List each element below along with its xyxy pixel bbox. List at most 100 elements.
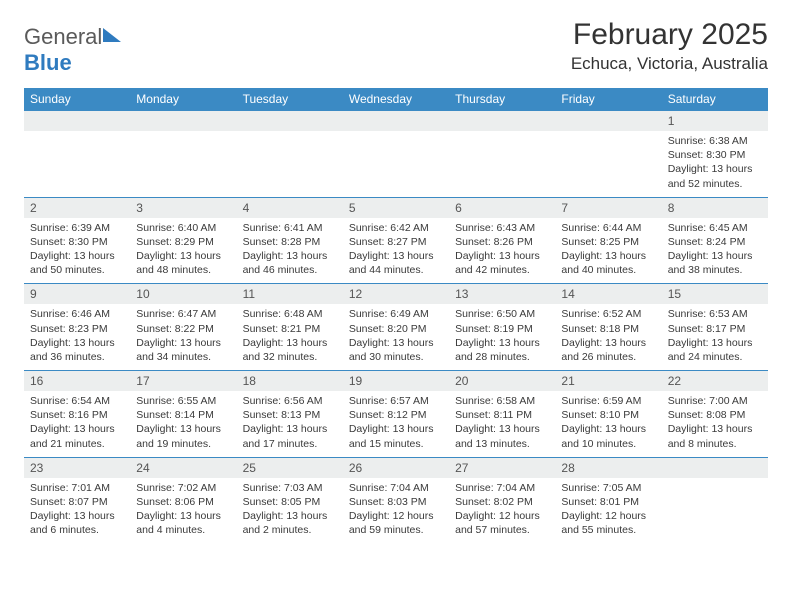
day-body: Sunrise: 6:57 AMSunset: 8:12 PMDaylight:… xyxy=(343,391,449,457)
day-body-empty xyxy=(130,131,236,189)
day-number: 11 xyxy=(237,284,343,304)
day-number: 15 xyxy=(662,284,768,304)
day-body: Sunrise: 6:59 AMSunset: 8:10 PMDaylight:… xyxy=(555,391,661,457)
day-number: 12 xyxy=(343,284,449,304)
day-body: Sunrise: 6:38 AMSunset: 8:30 PMDaylight:… xyxy=(662,131,768,197)
day-body: Sunrise: 6:53 AMSunset: 8:17 PMDaylight:… xyxy=(662,304,768,370)
day-number: 21 xyxy=(555,371,661,391)
day-body: Sunrise: 6:44 AMSunset: 8:25 PMDaylight:… xyxy=(555,218,661,284)
day-number: 2 xyxy=(24,198,130,218)
calendar-cell: 21Sunrise: 6:59 AMSunset: 8:10 PMDayligh… xyxy=(555,371,661,458)
day-number: 26 xyxy=(343,458,449,478)
calendar-cell: 16Sunrise: 6:54 AMSunset: 8:16 PMDayligh… xyxy=(24,371,130,458)
month-title: February 2025 xyxy=(571,18,768,52)
day-body: Sunrise: 6:55 AMSunset: 8:14 PMDaylight:… xyxy=(130,391,236,457)
day-number: 8 xyxy=(662,198,768,218)
calendar-week-row: 1Sunrise: 6:38 AMSunset: 8:30 PMDaylight… xyxy=(24,111,768,198)
calendar-cell: 5Sunrise: 6:42 AMSunset: 8:27 PMDaylight… xyxy=(343,197,449,284)
day-body: Sunrise: 6:45 AMSunset: 8:24 PMDaylight:… xyxy=(662,218,768,284)
day-number: 7 xyxy=(555,198,661,218)
calendar-cell: 18Sunrise: 6:56 AMSunset: 8:13 PMDayligh… xyxy=(237,371,343,458)
day-number: 3 xyxy=(130,198,236,218)
day-body: Sunrise: 6:49 AMSunset: 8:20 PMDaylight:… xyxy=(343,304,449,370)
weekday-header: Friday xyxy=(555,88,661,111)
day-body: Sunrise: 6:43 AMSunset: 8:26 PMDaylight:… xyxy=(449,218,555,284)
brand-part2: Blue xyxy=(24,50,72,75)
weekday-header: Monday xyxy=(130,88,236,111)
title-block: February 2025 Echuca, Victoria, Australi… xyxy=(571,18,768,74)
day-body: Sunrise: 6:58 AMSunset: 8:11 PMDaylight:… xyxy=(449,391,555,457)
day-number: 5 xyxy=(343,198,449,218)
day-number: 4 xyxy=(237,198,343,218)
calendar-week-row: 9Sunrise: 6:46 AMSunset: 8:23 PMDaylight… xyxy=(24,284,768,371)
calendar-cell: 19Sunrise: 6:57 AMSunset: 8:12 PMDayligh… xyxy=(343,371,449,458)
calendar-cell: 20Sunrise: 6:58 AMSunset: 8:11 PMDayligh… xyxy=(449,371,555,458)
calendar-week-row: 23Sunrise: 7:01 AMSunset: 8:07 PMDayligh… xyxy=(24,457,768,543)
day-number-empty xyxy=(343,111,449,131)
calendar-cell: 22Sunrise: 7:00 AMSunset: 8:08 PMDayligh… xyxy=(662,371,768,458)
day-number: 27 xyxy=(449,458,555,478)
weekday-header: Thursday xyxy=(449,88,555,111)
day-number-empty xyxy=(449,111,555,131)
calendar-cell xyxy=(130,111,236,198)
calendar-table: SundayMondayTuesdayWednesdayThursdayFrid… xyxy=(24,88,768,543)
day-number: 13 xyxy=(449,284,555,304)
day-number: 1 xyxy=(662,111,768,131)
weekday-header: Sunday xyxy=(24,88,130,111)
day-number-empty xyxy=(237,111,343,131)
calendar-cell xyxy=(24,111,130,198)
day-body: Sunrise: 6:41 AMSunset: 8:28 PMDaylight:… xyxy=(237,218,343,284)
day-number: 18 xyxy=(237,371,343,391)
calendar-header-row: SundayMondayTuesdayWednesdayThursdayFrid… xyxy=(24,88,768,111)
day-number-empty xyxy=(24,111,130,131)
calendar-cell: 26Sunrise: 7:04 AMSunset: 8:03 PMDayligh… xyxy=(343,457,449,543)
weekday-header: Saturday xyxy=(662,88,768,111)
day-body: Sunrise: 6:56 AMSunset: 8:13 PMDaylight:… xyxy=(237,391,343,457)
day-number: 6 xyxy=(449,198,555,218)
brand-logo: General Blue xyxy=(24,24,121,76)
calendar-week-row: 2Sunrise: 6:39 AMSunset: 8:30 PMDaylight… xyxy=(24,197,768,284)
weekday-header: Wednesday xyxy=(343,88,449,111)
calendar-cell: 24Sunrise: 7:02 AMSunset: 8:06 PMDayligh… xyxy=(130,457,236,543)
day-number-empty xyxy=(555,111,661,131)
calendar-cell: 14Sunrise: 6:52 AMSunset: 8:18 PMDayligh… xyxy=(555,284,661,371)
calendar-cell: 27Sunrise: 7:04 AMSunset: 8:02 PMDayligh… xyxy=(449,457,555,543)
day-body: Sunrise: 7:01 AMSunset: 8:07 PMDaylight:… xyxy=(24,478,130,544)
calendar-cell: 28Sunrise: 7:05 AMSunset: 8:01 PMDayligh… xyxy=(555,457,661,543)
day-body: Sunrise: 7:04 AMSunset: 8:02 PMDaylight:… xyxy=(449,478,555,544)
calendar-cell: 23Sunrise: 7:01 AMSunset: 8:07 PMDayligh… xyxy=(24,457,130,543)
logo-triangle-icon xyxy=(103,28,121,42)
day-number: 9 xyxy=(24,284,130,304)
day-body-empty xyxy=(24,131,130,189)
calendar-cell xyxy=(449,111,555,198)
calendar-cell xyxy=(555,111,661,198)
day-number: 20 xyxy=(449,371,555,391)
calendar-cell: 2Sunrise: 6:39 AMSunset: 8:30 PMDaylight… xyxy=(24,197,130,284)
day-body: Sunrise: 6:54 AMSunset: 8:16 PMDaylight:… xyxy=(24,391,130,457)
day-number: 23 xyxy=(24,458,130,478)
day-body: Sunrise: 7:03 AMSunset: 8:05 PMDaylight:… xyxy=(237,478,343,544)
day-body: Sunrise: 6:40 AMSunset: 8:29 PMDaylight:… xyxy=(130,218,236,284)
day-number: 19 xyxy=(343,371,449,391)
calendar-cell: 9Sunrise: 6:46 AMSunset: 8:23 PMDaylight… xyxy=(24,284,130,371)
calendar-cell xyxy=(343,111,449,198)
day-body-empty xyxy=(343,131,449,189)
calendar-week-row: 16Sunrise: 6:54 AMSunset: 8:16 PMDayligh… xyxy=(24,371,768,458)
calendar-cell: 3Sunrise: 6:40 AMSunset: 8:29 PMDaylight… xyxy=(130,197,236,284)
calendar-cell xyxy=(662,457,768,543)
day-number: 16 xyxy=(24,371,130,391)
day-body: Sunrise: 6:39 AMSunset: 8:30 PMDaylight:… xyxy=(24,218,130,284)
day-number-empty xyxy=(130,111,236,131)
day-number: 10 xyxy=(130,284,236,304)
calendar-cell: 10Sunrise: 6:47 AMSunset: 8:22 PMDayligh… xyxy=(130,284,236,371)
calendar-cell: 17Sunrise: 6:55 AMSunset: 8:14 PMDayligh… xyxy=(130,371,236,458)
day-number: 28 xyxy=(555,458,661,478)
header: General Blue February 2025 Echuca, Victo… xyxy=(24,18,768,76)
day-body: Sunrise: 7:05 AMSunset: 8:01 PMDaylight:… xyxy=(555,478,661,544)
calendar-cell: 4Sunrise: 6:41 AMSunset: 8:28 PMDaylight… xyxy=(237,197,343,284)
calendar-cell: 15Sunrise: 6:53 AMSunset: 8:17 PMDayligh… xyxy=(662,284,768,371)
day-body: Sunrise: 6:52 AMSunset: 8:18 PMDaylight:… xyxy=(555,304,661,370)
location-subtitle: Echuca, Victoria, Australia xyxy=(571,54,768,74)
day-number-empty xyxy=(662,458,768,478)
day-body: Sunrise: 6:46 AMSunset: 8:23 PMDaylight:… xyxy=(24,304,130,370)
